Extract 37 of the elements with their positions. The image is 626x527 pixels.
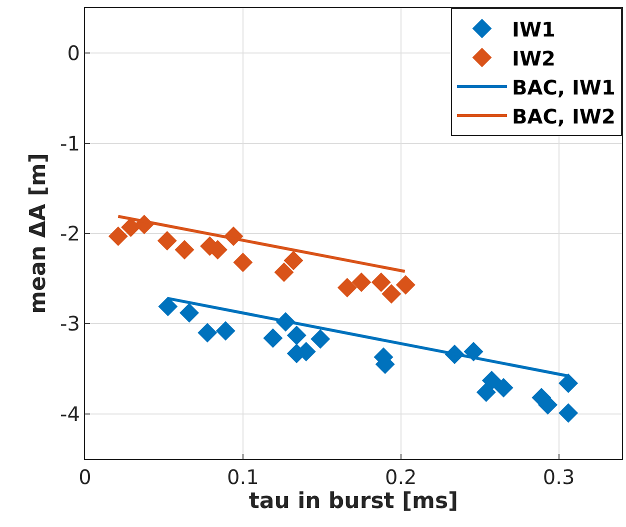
y-axis-title: mean ΔA [m] <box>26 153 51 314</box>
y-tick-label: -1 <box>60 131 80 156</box>
x-axis-title: tau in burst [ms] <box>248 489 458 514</box>
legend-label: BAC, IW1 <box>512 75 616 100</box>
point <box>558 373 578 393</box>
point <box>174 240 194 260</box>
point <box>274 262 294 282</box>
point <box>558 403 578 423</box>
point <box>396 275 416 295</box>
point <box>352 272 372 292</box>
point <box>476 382 496 402</box>
point <box>310 329 330 349</box>
point <box>108 226 128 246</box>
point <box>157 230 177 250</box>
x-tick-label: 0.3 <box>542 465 575 489</box>
point <box>286 326 306 346</box>
y-tick-label: -4 <box>60 402 80 426</box>
point <box>158 296 178 316</box>
x-tick-label: 0.1 <box>227 465 259 489</box>
y-tick-label: -2 <box>60 222 80 246</box>
point <box>494 378 514 398</box>
point <box>382 284 402 304</box>
point <box>284 250 304 270</box>
y-tick-label: 0 <box>67 41 80 66</box>
legend-label: IW2 <box>512 46 556 70</box>
y-tick-label: -3 <box>60 312 80 336</box>
point <box>263 328 283 348</box>
point <box>179 303 199 323</box>
point <box>216 321 236 341</box>
legend-label: IW1 <box>512 17 556 42</box>
point <box>337 278 357 298</box>
legend-label: BAC, IW2 <box>512 104 616 128</box>
point <box>233 252 253 272</box>
point <box>371 272 391 292</box>
point <box>482 370 502 390</box>
point <box>198 322 218 342</box>
x-tick-label: 0.2 <box>384 465 417 489</box>
